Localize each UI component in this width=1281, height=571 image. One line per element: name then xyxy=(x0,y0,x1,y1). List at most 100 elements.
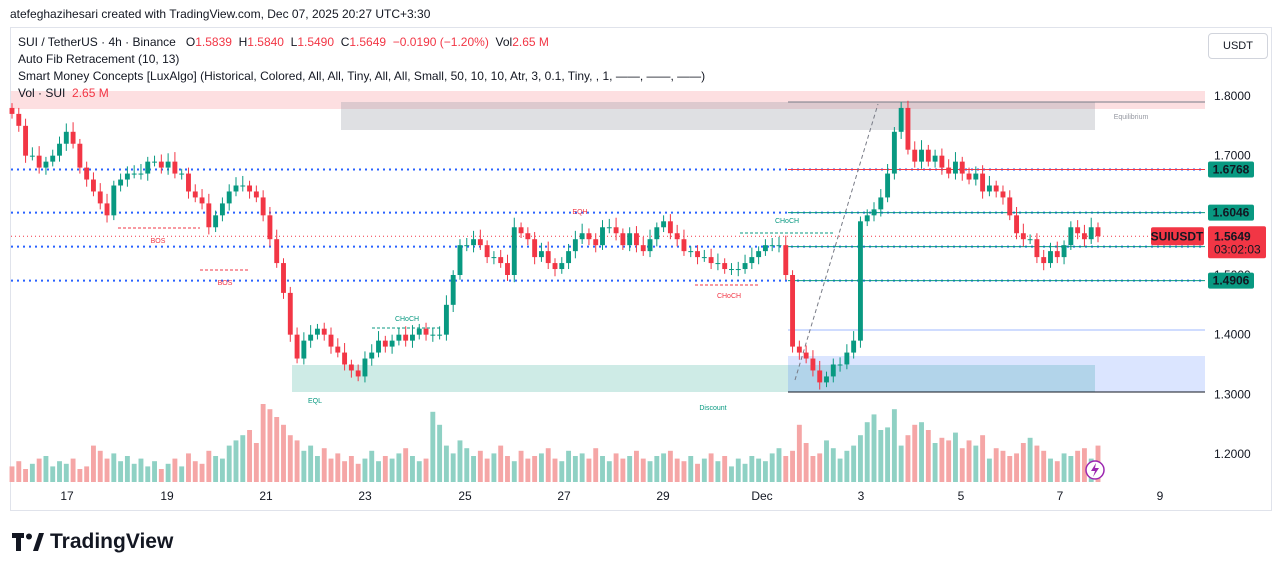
volume-bar xyxy=(783,456,789,482)
volume-bar xyxy=(993,448,999,482)
candle-body xyxy=(1081,233,1087,240)
candle-body xyxy=(586,233,592,240)
candle-body xyxy=(885,173,891,198)
candle-body xyxy=(810,358,816,371)
tradingview-logo[interactable]: TradingView xyxy=(12,530,173,554)
candle-body xyxy=(131,173,137,175)
annotation-discount: Discount xyxy=(699,405,726,412)
volume-bar xyxy=(912,424,918,482)
volume-bar xyxy=(532,456,538,482)
volume-bar xyxy=(192,461,198,482)
volume-bar xyxy=(538,453,544,482)
candle-body xyxy=(43,161,49,168)
candle-body xyxy=(980,173,986,192)
volume-bar xyxy=(172,458,178,482)
volume-bar xyxy=(70,458,76,482)
candle-body xyxy=(233,185,239,192)
x-tick-label: 7 xyxy=(1057,489,1064,503)
volume-bar xyxy=(308,445,314,482)
candle-body xyxy=(1088,227,1094,240)
volume-bar xyxy=(219,458,225,482)
volume-bar xyxy=(199,463,205,482)
candle-body xyxy=(701,257,707,259)
candle-body xyxy=(1020,233,1026,240)
volume-bar xyxy=(857,435,863,482)
candle-body xyxy=(986,185,992,192)
candle-body xyxy=(688,251,694,253)
annotation-bos: BOS xyxy=(151,238,166,245)
volume-bar xyxy=(131,463,137,482)
candle-body xyxy=(104,203,110,216)
volume-bar xyxy=(722,456,728,482)
volume-bar xyxy=(471,456,476,482)
x-tick-label: 19 xyxy=(160,489,174,503)
volume-bar xyxy=(111,453,117,482)
price-label-box xyxy=(1208,204,1254,221)
volume-bar xyxy=(260,404,266,482)
volume-bar xyxy=(165,463,171,482)
volume-bar xyxy=(932,443,938,482)
candle-body xyxy=(796,346,802,353)
volume-bar xyxy=(851,445,857,482)
volume-bar xyxy=(369,450,375,482)
candle-body xyxy=(63,131,69,144)
volume-bar xyxy=(878,430,884,482)
indicator-volume[interactable]: Vol · SUI 2.65 M xyxy=(18,86,109,100)
y-tick-label: 1.4000 xyxy=(1214,328,1251,342)
volume-bar xyxy=(552,458,558,482)
volume-bar xyxy=(790,450,796,482)
candle-body xyxy=(769,245,775,247)
indicator-smc[interactable]: Smart Money Concepts [LuxAlgo] (Historic… xyxy=(18,69,706,83)
x-tick-label: 21 xyxy=(259,489,273,503)
symbol-tag-box xyxy=(1151,227,1204,246)
candle-body xyxy=(749,257,755,264)
candle-body xyxy=(450,275,456,305)
indicator-fib[interactable]: Auto Fib Retracement (10, 13) xyxy=(18,52,180,66)
symbol-name[interactable]: SUI / TetherUS · 4h · Binance xyxy=(18,35,176,49)
volume-bar xyxy=(50,466,56,482)
current-price-box xyxy=(1208,226,1266,259)
volume-bar xyxy=(267,409,273,482)
volume-bar xyxy=(233,440,239,482)
candle-body xyxy=(552,263,558,270)
candle-body xyxy=(722,263,728,270)
high-value: 1.5840 xyxy=(247,35,284,49)
candle-body xyxy=(396,334,402,341)
candle-body xyxy=(708,257,714,264)
x-tick-label: 27 xyxy=(557,489,571,503)
volume-bar xyxy=(29,463,35,482)
volume-bar xyxy=(817,453,823,482)
brand-name: TradingView xyxy=(50,530,174,553)
price-label-text: 1.6768 xyxy=(1213,163,1250,177)
x-tick-label: 23 xyxy=(358,489,372,503)
currency-button[interactable]: USDT xyxy=(1208,33,1268,59)
candle-body xyxy=(1054,251,1060,258)
volume-bar xyxy=(593,448,599,482)
volume-bar xyxy=(281,424,286,482)
candle-body xyxy=(762,245,768,252)
volume-bar xyxy=(681,461,687,482)
candle-body xyxy=(77,143,83,168)
volume-bar xyxy=(416,461,422,482)
candle-body xyxy=(328,334,334,347)
volume-bar xyxy=(871,414,877,482)
fib-trend-line xyxy=(794,103,879,381)
volume-bar xyxy=(572,456,578,482)
volume-bar xyxy=(348,456,354,482)
volume-bar xyxy=(457,440,463,482)
volume-bar xyxy=(1068,456,1074,482)
volume-bar xyxy=(905,435,911,482)
candle-body xyxy=(179,173,185,175)
volume-bar xyxy=(382,456,388,482)
candle-body xyxy=(226,191,232,204)
volume-bar xyxy=(925,430,931,482)
candle-body xyxy=(457,245,463,276)
candle-body xyxy=(634,233,639,246)
volume-bar xyxy=(1075,450,1081,482)
candle-body xyxy=(1075,227,1081,234)
annotation-bos: BOS xyxy=(218,280,233,287)
candle-body xyxy=(376,340,381,353)
volume-bar xyxy=(16,461,22,482)
premium-zone xyxy=(11,91,1205,109)
